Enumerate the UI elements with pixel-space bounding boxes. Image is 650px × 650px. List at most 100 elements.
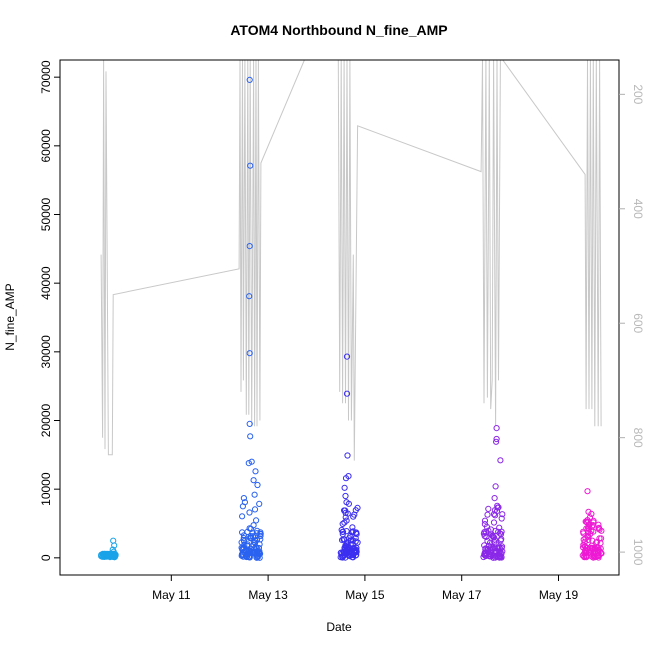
- data-point: [487, 539, 494, 546]
- y-tick-label: 50000: [39, 197, 53, 231]
- data-point: [493, 425, 500, 432]
- data-point: [583, 525, 590, 532]
- data-point: [250, 549, 257, 556]
- data-point: [341, 507, 348, 514]
- data-point: [253, 517, 260, 524]
- data-point: [247, 433, 254, 440]
- data-point: [492, 483, 499, 490]
- data-point: [342, 475, 350, 482]
- data-point: [493, 435, 500, 443]
- data-point: [252, 468, 259, 475]
- series-4: [579, 488, 605, 561]
- data-point: [498, 544, 505, 552]
- data-point: [343, 541, 350, 548]
- y-tick-label: 0: [39, 554, 53, 561]
- right-tick-label: 200: [631, 84, 645, 104]
- data-point: [496, 524, 503, 531]
- data-point: [581, 543, 589, 550]
- data-point: [587, 530, 594, 537]
- data-point: [493, 438, 500, 445]
- data-point: [339, 537, 346, 544]
- plot-content: [98, 60, 605, 561]
- y-tick-label: 70000: [39, 60, 53, 94]
- data-point: [497, 457, 504, 464]
- data-point: [337, 554, 344, 561]
- data-point: [110, 548, 117, 555]
- data-point: [485, 545, 492, 553]
- depth-line: [100, 60, 602, 461]
- data-point: [245, 460, 252, 467]
- data-point: [498, 550, 505, 557]
- data-point: [254, 548, 261, 555]
- y-tick-label: 60000: [39, 129, 53, 163]
- data-point: [250, 477, 257, 484]
- data-point: [343, 517, 350, 524]
- data-point: [111, 542, 118, 549]
- data-point: [246, 350, 253, 357]
- data-point: [482, 529, 489, 536]
- data-point: [246, 420, 253, 427]
- x-tick-label: May 17: [442, 588, 482, 602]
- data-point: [108, 553, 115, 560]
- data-point: [597, 545, 604, 552]
- data-point: [254, 481, 261, 489]
- data-point: [257, 531, 264, 538]
- data-point: [344, 452, 351, 459]
- data-point: [342, 554, 349, 561]
- data-point: [343, 499, 350, 506]
- data-point: [238, 539, 245, 546]
- data-point: [351, 511, 358, 518]
- series-0: [98, 537, 119, 561]
- data-point: [251, 506, 259, 513]
- data-point: [246, 76, 253, 84]
- data-point: [246, 509, 253, 516]
- plot-frame: [59, 59, 620, 576]
- data-point: [246, 243, 253, 250]
- right-tick-label: 800: [631, 428, 645, 448]
- data-point: [498, 536, 505, 543]
- y-axis: 0 10000 20000 30000 40000 50000 60000 70000: [39, 60, 60, 561]
- data-point: [253, 536, 261, 543]
- data-point: [341, 484, 348, 491]
- data-point: [481, 517, 489, 524]
- data-point: [484, 511, 491, 518]
- series-1: [238, 76, 264, 561]
- y-tick-label: 40000: [39, 266, 53, 300]
- data-point: [484, 548, 491, 555]
- data-point: [490, 519, 498, 526]
- x-axis: May 11 May 13 May 15 May 17 May 19: [152, 575, 579, 602]
- data-point: [250, 541, 257, 549]
- data-point: [343, 390, 351, 397]
- data-point: [244, 541, 251, 548]
- data-point: [240, 532, 247, 539]
- data-point: [348, 529, 355, 536]
- right-tick-label: 1000: [631, 539, 645, 566]
- data-point: [353, 529, 360, 536]
- data-point: [254, 527, 261, 534]
- y-axis-label: N_fine_AMP: [3, 283, 17, 350]
- plot-area: [98, 60, 605, 561]
- data-point: [489, 552, 496, 559]
- data-point: [239, 503, 246, 510]
- y-tick-label: 30000: [39, 335, 53, 369]
- data-point: [343, 353, 351, 360]
- right-tick-label: 400: [631, 199, 645, 219]
- data-point: [342, 492, 349, 500]
- data-point: [256, 554, 263, 561]
- y-tick-label: 20000: [39, 403, 53, 437]
- data-point: [494, 504, 501, 511]
- data-point: [493, 553, 500, 560]
- data-point: [255, 544, 262, 552]
- data-point: [499, 511, 506, 518]
- data-point: [254, 547, 261, 555]
- data-point: [240, 495, 247, 502]
- data-point: [339, 528, 346, 535]
- data-point: [598, 527, 605, 534]
- data-point: [257, 529, 264, 536]
- data-point: [589, 537, 596, 544]
- data-point: [105, 552, 112, 560]
- data-point: [585, 533, 592, 540]
- data-point: [347, 532, 354, 540]
- right-tick-label: 600: [631, 313, 645, 333]
- data-point: [586, 521, 593, 529]
